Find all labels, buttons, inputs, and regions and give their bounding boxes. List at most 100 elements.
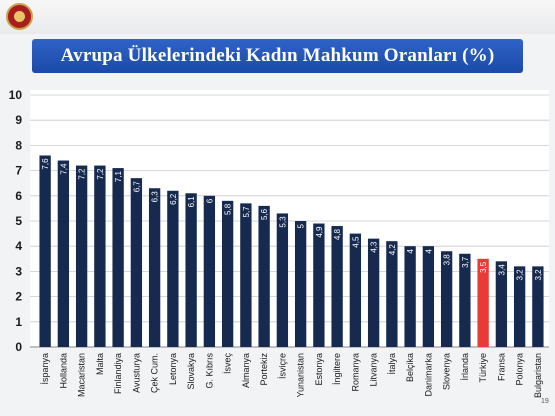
bar-value-label: 5,3 (278, 216, 287, 228)
bar-value-label: 6,2 (169, 193, 178, 205)
category-label: İtalya (387, 353, 397, 375)
bar-value-label: 7,2 (78, 168, 87, 180)
category-label: Türkiye (478, 353, 488, 383)
bar (313, 223, 325, 347)
top-band (0, 0, 555, 34)
category-label: Letonya (168, 353, 178, 385)
category-label: Hollanda (58, 353, 68, 389)
bar-value-label: 5,8 (224, 203, 233, 215)
category-label: Belçika (405, 353, 415, 382)
category-label: İspanya (40, 353, 50, 385)
category-label: Romanya (350, 353, 360, 392)
bar-value-label: 3,2 (516, 269, 525, 281)
category-label: Bulgaristan (533, 353, 543, 398)
category-label: İngiltere (332, 353, 342, 385)
category-label: Yunanistan (296, 353, 306, 398)
bar (349, 233, 362, 347)
bar (203, 195, 216, 347)
y-tick-label: 8 (15, 138, 22, 152)
category-label: Finlandiya (113, 353, 123, 394)
y-tick-label: 10 (9, 88, 23, 102)
category-label: İsveç (223, 353, 233, 375)
bar-value-label: 5,6 (260, 208, 269, 220)
bar (276, 213, 289, 347)
bar (422, 246, 435, 347)
title-bar: Avrupa Ülkelerindeki Kadın Mahkum Oranla… (32, 39, 523, 73)
bar (513, 266, 526, 347)
bar (130, 178, 143, 347)
bar (440, 251, 453, 347)
y-tick-label: 6 (15, 189, 22, 203)
bar (532, 266, 544, 347)
bar (39, 155, 51, 347)
bar-value-label: 6,3 (151, 191, 160, 203)
bar (240, 203, 252, 347)
bar-value-label: 7,1 (114, 171, 123, 183)
bar-value-label: 4,9 (315, 226, 324, 238)
emblem-center (14, 11, 25, 22)
y-tick-label: 7 (15, 164, 22, 178)
bar (167, 190, 179, 347)
bar (459, 253, 471, 347)
bar (331, 226, 343, 347)
bar (185, 193, 197, 347)
bar (367, 238, 380, 347)
bar (386, 241, 398, 347)
bar (221, 200, 234, 347)
bar-value-label: 7,6 (41, 158, 50, 170)
bar-value-label: 6,1 (187, 196, 196, 208)
bar-value-label: 4 (406, 249, 415, 254)
bar-value-label: 7,4 (59, 163, 68, 175)
category-label: Malta (95, 353, 105, 375)
bar-value-label: 5,7 (242, 206, 251, 218)
bar (258, 205, 270, 347)
category-label: Çek Cum. (150, 353, 160, 393)
bar (477, 258, 489, 347)
y-tick-label: 9 (15, 113, 22, 127)
bar-value-label: 7,2 (96, 168, 105, 180)
bar-value-label: 5 (297, 223, 306, 228)
bar (495, 261, 508, 347)
y-tick-label: 5 (15, 214, 22, 228)
bar (404, 246, 416, 347)
bar-value-label: 4,3 (370, 241, 379, 253)
bar-value-label: 4,2 (388, 244, 397, 256)
bar-value-label: 3,4 (497, 264, 506, 276)
chart-title: Avrupa Ülkelerindeki Kadın Mahkum Oranla… (60, 45, 495, 66)
bar-value-label: 4,8 (333, 228, 342, 240)
category-label: G. Kıbrıs (204, 353, 214, 389)
category-label: Polonya (515, 353, 525, 386)
bar-value-label: 6 (205, 198, 214, 203)
category-label: Danimarka (423, 353, 433, 397)
bar-value-label: 6,7 (132, 181, 141, 193)
bar (94, 165, 106, 347)
bar-value-label: 3,5 (479, 261, 488, 273)
bar-value-label: 3,8 (443, 254, 452, 266)
category-label: Fransa (496, 353, 506, 381)
emblem-logo (6, 3, 33, 30)
category-label: Avusturya (131, 353, 141, 393)
bar (294, 221, 307, 347)
y-tick-label: 1 (15, 315, 22, 329)
bar-value-label: 3,2 (534, 269, 543, 281)
category-label: İsviçre (277, 353, 287, 379)
y-tick-label: 4 (15, 239, 22, 253)
plot-area (30, 90, 549, 347)
bar (75, 165, 88, 347)
bar-value-label: 3,7 (461, 256, 470, 268)
page-number: 19 (541, 398, 549, 405)
bar (112, 168, 124, 347)
y-tick-label: 3 (15, 264, 22, 278)
category-label: Slovenya (442, 353, 452, 390)
y-tick-label: 0 (15, 340, 22, 354)
category-label: Litvanya (369, 353, 379, 387)
bar (148, 188, 161, 347)
bar-value-label: 4,5 (351, 236, 360, 248)
bar (57, 160, 70, 347)
category-label: Slovakya (186, 353, 196, 390)
category-label: Macaristan (77, 353, 87, 397)
y-tick-label: 2 (15, 290, 22, 304)
bar-value-label: 4 (424, 249, 433, 254)
category-label: Estonya (314, 353, 324, 386)
